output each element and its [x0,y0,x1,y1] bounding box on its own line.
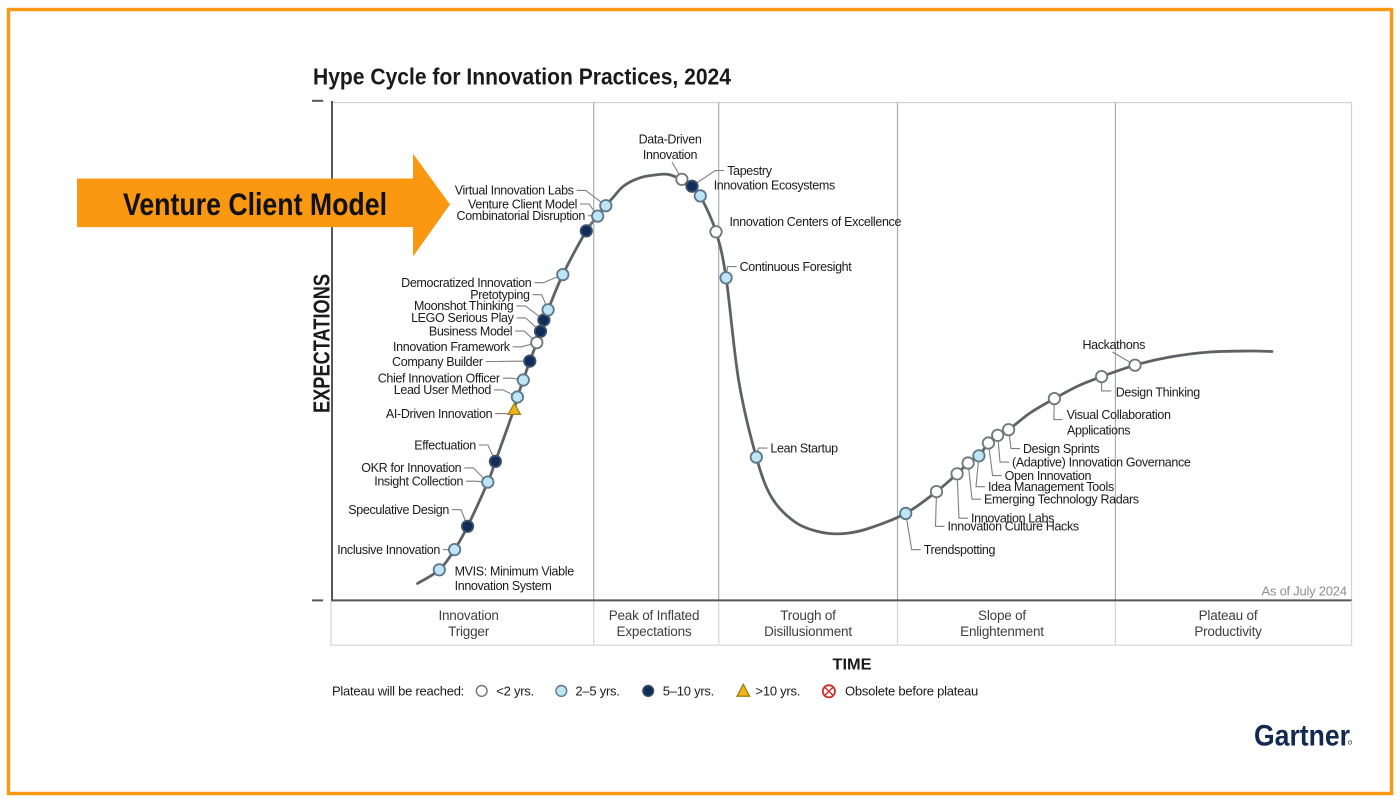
svg-text:Innovation Culture Hacks: Innovation Culture Hacks [948,520,1079,534]
svg-text:Innovation Centers of Excellen: Innovation Centers of Excellence [730,215,902,229]
svg-text:Emerging Technology Radars: Emerging Technology Radars [984,493,1139,507]
svg-text:2–5 yrs.: 2–5 yrs. [575,684,619,699]
svg-text:Innovation System: Innovation System [455,579,552,593]
svg-text:Innovation: Innovation [438,608,498,623]
svg-text:Chief Innovation Officer: Chief Innovation Officer [378,372,500,386]
svg-text:Trough of: Trough of [780,608,836,623]
svg-text:Disillusionment: Disillusionment [764,624,852,639]
svg-text:Enlightenment: Enlightenment [960,624,1044,639]
svg-text:Trigger: Trigger [448,624,490,639]
svg-text:Innovation Ecosystems: Innovation Ecosystems [714,178,835,192]
svg-text:Insight Collection: Insight Collection [374,475,463,489]
svg-text:(Adaptive) Innovation Governan: (Adaptive) Innovation Governance [1012,455,1191,469]
svg-text:Company Builder: Company Builder [392,355,483,369]
svg-text:Plateau of: Plateau of [1199,608,1258,623]
svg-text:Design Sprints: Design Sprints [1023,442,1099,456]
svg-text:Obsolete before plateau: Obsolete before plateau [845,684,978,699]
svg-text:Visual Collaboration: Visual Collaboration [1067,408,1171,422]
svg-text:Plateau will be reached:: Plateau will be reached: [332,684,464,699]
svg-text:AI-Driven Innovation: AI-Driven Innovation [386,407,493,421]
svg-text:Lean Startup: Lean Startup [770,441,838,455]
svg-text:Pretotyping: Pretotyping [470,288,530,302]
svg-text:Venture Client Model: Venture Client Model [123,186,387,222]
svg-text:Virtual Innovation Labs: Virtual Innovation Labs [455,184,574,198]
svg-text:Inclusive Innovation: Inclusive Innovation [337,543,440,557]
svg-text:Data-Driven: Data-Driven [639,132,702,146]
svg-text:LEGO Serious Play: LEGO Serious Play [411,311,515,325]
svg-text:Business Model: Business Model [429,324,512,338]
svg-text:Peak of Inflated: Peak of Inflated [609,608,700,623]
svg-text:OKR for Innovation: OKR for Innovation [361,461,461,475]
svg-text:Productivity: Productivity [1194,624,1262,639]
svg-text:Tapestry: Tapestry [727,164,773,178]
svg-text:Innovation Labs: Innovation Labs [971,512,1054,526]
svg-text:Gartner: Gartner [1254,720,1350,753]
svg-text:As of July 2024: As of July 2024 [1262,584,1347,599]
svg-text:Lead User Method: Lead User Method [394,383,492,397]
svg-text:Innovation Framework: Innovation Framework [393,340,511,354]
svg-text:Slope of: Slope of [978,608,1026,623]
svg-text:Combinatorial Disruption: Combinatorial Disruption [457,209,586,223]
svg-text:<2 yrs.: <2 yrs. [496,684,534,699]
svg-text:Innovation: Innovation [643,148,698,162]
svg-text:Applications: Applications [1067,423,1130,437]
svg-text:MVIS: Minimum Viable: MVIS: Minimum Viable [455,564,575,578]
svg-text:Speculative Design: Speculative Design [348,503,449,517]
svg-text:Idea Management Tools: Idea Management Tools [988,480,1114,494]
svg-text:>10 yrs.: >10 yrs. [756,684,801,699]
svg-text:EXPECTATIONS: EXPECTATIONS [309,274,335,413]
svg-text:Trendspotting: Trendspotting [924,543,996,557]
svg-text:Effectuation: Effectuation [414,438,476,452]
svg-text:Continuous Foresight: Continuous Foresight [740,260,853,274]
svg-text:TIME: TIME [833,656,872,673]
svg-text:Design Thinking: Design Thinking [1116,386,1201,400]
svg-text:5–10 yrs.: 5–10 yrs. [663,684,714,699]
svg-text:Hackathons: Hackathons [1083,338,1146,352]
svg-text:Open Innovation: Open Innovation [1005,469,1092,483]
svg-text:Venture Client Model: Venture Client Model [468,197,577,211]
svg-text:Democratized Innovation: Democratized Innovation [401,276,532,290]
svg-text:Expectations: Expectations [617,624,692,639]
svg-text:Moonshot Thinking: Moonshot Thinking [414,299,514,313]
svg-text:Hype Cycle for Innovation Prac: Hype Cycle for Innovation Practices, 202… [313,64,731,90]
